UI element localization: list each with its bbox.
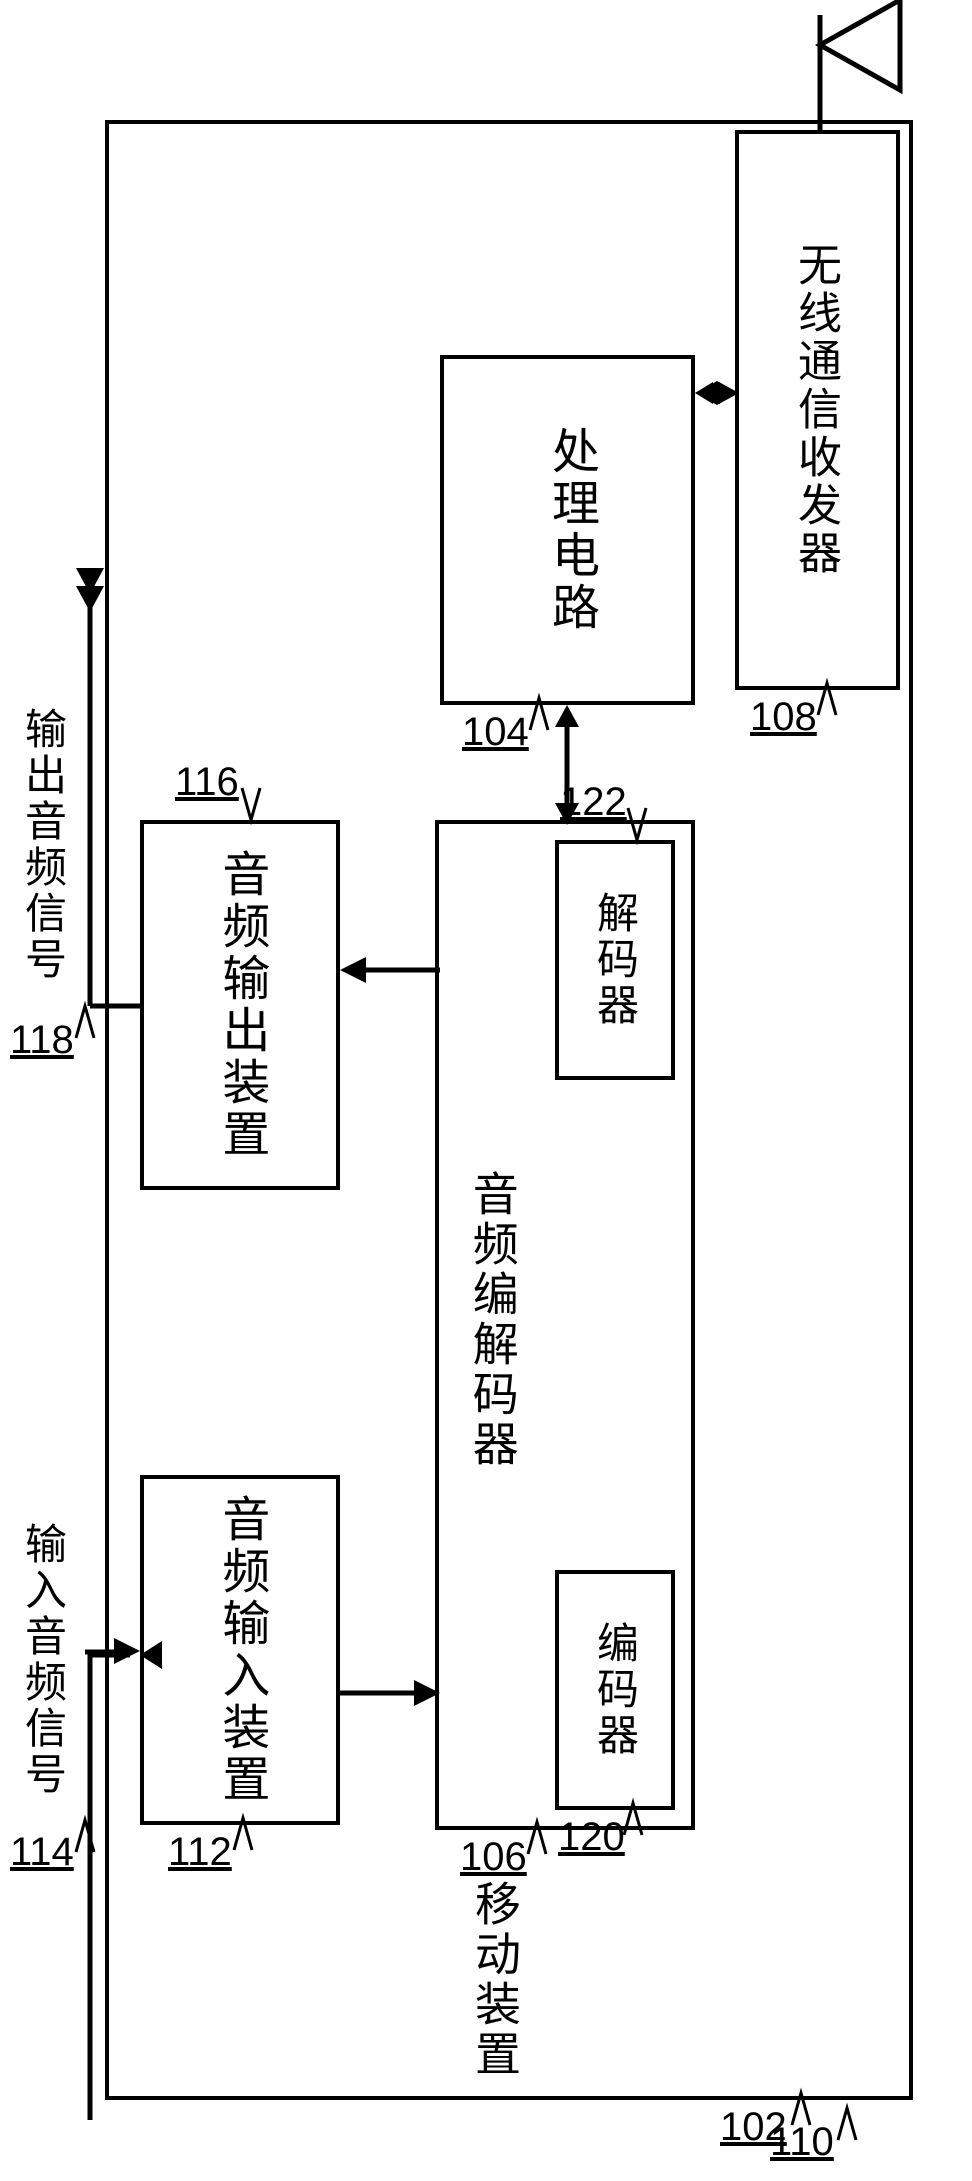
audio-input-tick bbox=[234, 1818, 258, 1850]
codec-label: 音频编解码器 bbox=[448, 1110, 536, 1530]
output-signal-label: 输出音频信号 bbox=[18, 680, 68, 1010]
codec-ref: 106 bbox=[460, 1835, 527, 1880]
decoder-tick bbox=[628, 808, 652, 840]
input-signal-label: 输入音频信号 bbox=[18, 1495, 68, 1825]
encoder-label: 编码器 bbox=[580, 1590, 650, 1790]
antenna-icon bbox=[810, 0, 910, 130]
processing-label: 处理电路 bbox=[540, 400, 600, 660]
arrow-audioinput-encoder bbox=[340, 1678, 440, 1708]
audio-output-label: 音频输出装置 bbox=[175, 840, 305, 1170]
audio-input-ref: 112 bbox=[168, 1830, 232, 1875]
arrow-output-head bbox=[76, 568, 106, 598]
arrow-decoder-audiooutput bbox=[340, 955, 440, 985]
arrow-output-signal bbox=[78, 588, 148, 1008]
line-transceiver-antenna bbox=[815, 50, 825, 132]
output-signal-tick bbox=[76, 1006, 100, 1038]
processing-ref: 104 bbox=[462, 710, 529, 755]
antenna-tick bbox=[838, 2108, 862, 2140]
audio-input-label: 音频输入装置 bbox=[175, 1490, 305, 1810]
decoder-label: 解码器 bbox=[580, 860, 650, 1060]
input-signal-ref: 114 bbox=[10, 1830, 74, 1875]
diagram-canvas: 移动装置 102 音频输入装置 112 音频输出装置 116 音频编解码器 10… bbox=[0, 0, 972, 2181]
transceiver-tick bbox=[818, 683, 842, 715]
encoder-tick bbox=[624, 1803, 648, 1835]
arrow-processing-transceiver-2 bbox=[695, 378, 737, 408]
audio-output-ref: 116 bbox=[175, 760, 239, 805]
transceiver-ref: 108 bbox=[750, 695, 817, 740]
arrow-codec-processing bbox=[552, 705, 582, 825]
output-signal-ref: 118 bbox=[10, 1018, 74, 1063]
arrow-input-signal-horiz bbox=[85, 1648, 125, 1656]
encoder-ref: 120 bbox=[558, 1815, 625, 1860]
antenna-ref: 110 bbox=[770, 2120, 834, 2165]
audio-output-tick bbox=[242, 788, 266, 820]
transceiver-label: 无线通信收发器 bbox=[785, 180, 845, 640]
processing-tick bbox=[530, 698, 554, 730]
arrow-input-signal bbox=[85, 1650, 145, 2120]
outer-box-label: 移动装置 bbox=[470, 1870, 520, 2090]
codec-tick bbox=[528, 1822, 552, 1854]
